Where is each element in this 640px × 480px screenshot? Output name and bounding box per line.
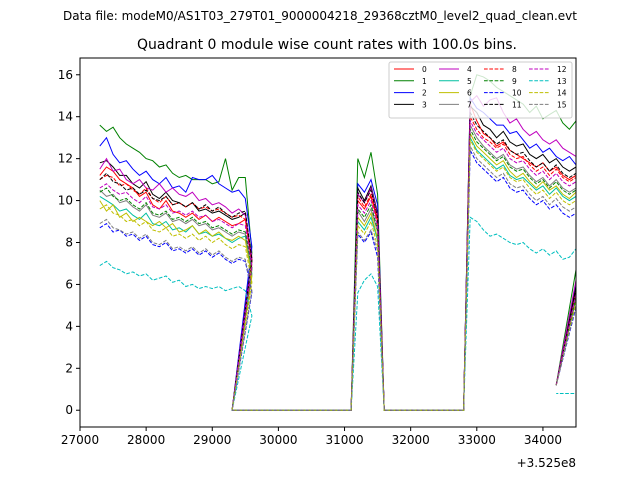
legend-box: [388, 61, 573, 119]
legend-label-14: 14: [557, 89, 567, 98]
legend-label-10: 10: [512, 89, 522, 98]
legend-label-9: 9: [512, 77, 517, 86]
x-tick-label: 33000: [458, 433, 496, 447]
legend-label-15: 15: [557, 100, 567, 109]
y-tick-label: 4: [65, 319, 73, 333]
series-line-14: [99, 137, 576, 411]
legend-label-13: 13: [557, 77, 567, 86]
y-tick-label: 16: [58, 68, 73, 82]
legend-label-6: 6: [467, 89, 472, 98]
legend-label-7: 7: [467, 100, 472, 109]
legend-label-5: 5: [467, 77, 472, 86]
chart-suptitle: Data file: modeM0/AS1T03_279T01_90000042…: [63, 9, 577, 23]
x-axis: 27000 28000 29000 30000 31000 32000 33000 34000: [61, 427, 562, 447]
series-layer: [99, 74, 576, 411]
legend-label-4: 4: [467, 65, 472, 74]
y-tick-label: 0: [65, 403, 73, 417]
legend-label-11: 11: [512, 100, 522, 109]
x-offset-label: +3.525e8: [517, 456, 576, 470]
x-tick-label: 29000: [193, 433, 231, 447]
y-tick-label: 12: [58, 152, 73, 166]
plot-area: 27000 28000 29000 30000 31000 32000 33000 34000…: [58, 57, 577, 470]
x-tick-label: 32000: [392, 433, 430, 447]
legend-label-0: 0: [422, 65, 427, 74]
chart-title: Quadrant 0 module wise count rates with …: [137, 37, 517, 53]
x-tick-label: 28000: [127, 433, 165, 447]
y-tick-label: 10: [58, 194, 73, 208]
x-tick-label: 27000: [61, 433, 99, 447]
legend-label-3: 3: [422, 100, 427, 109]
legend-label-12: 12: [557, 65, 567, 74]
x-tick-label: 30000: [259, 433, 297, 447]
legend-label-8: 8: [512, 65, 517, 74]
y-tick-label: 2: [65, 361, 73, 375]
y-axis: 0 2 4 6 8 10 12 14 16: [58, 68, 80, 417]
legend-label-2: 2: [422, 89, 427, 98]
series-line-8: [99, 116, 576, 411]
series-line-15: [99, 144, 576, 411]
y-tick-label: 14: [58, 110, 73, 124]
x-tick-label: 31000: [325, 433, 363, 447]
x-tick-label: 34000: [524, 433, 562, 447]
legend-label-1: 1: [422, 77, 427, 86]
y-tick-label: 6: [65, 277, 73, 291]
y-tick-label: 8: [65, 236, 73, 250]
